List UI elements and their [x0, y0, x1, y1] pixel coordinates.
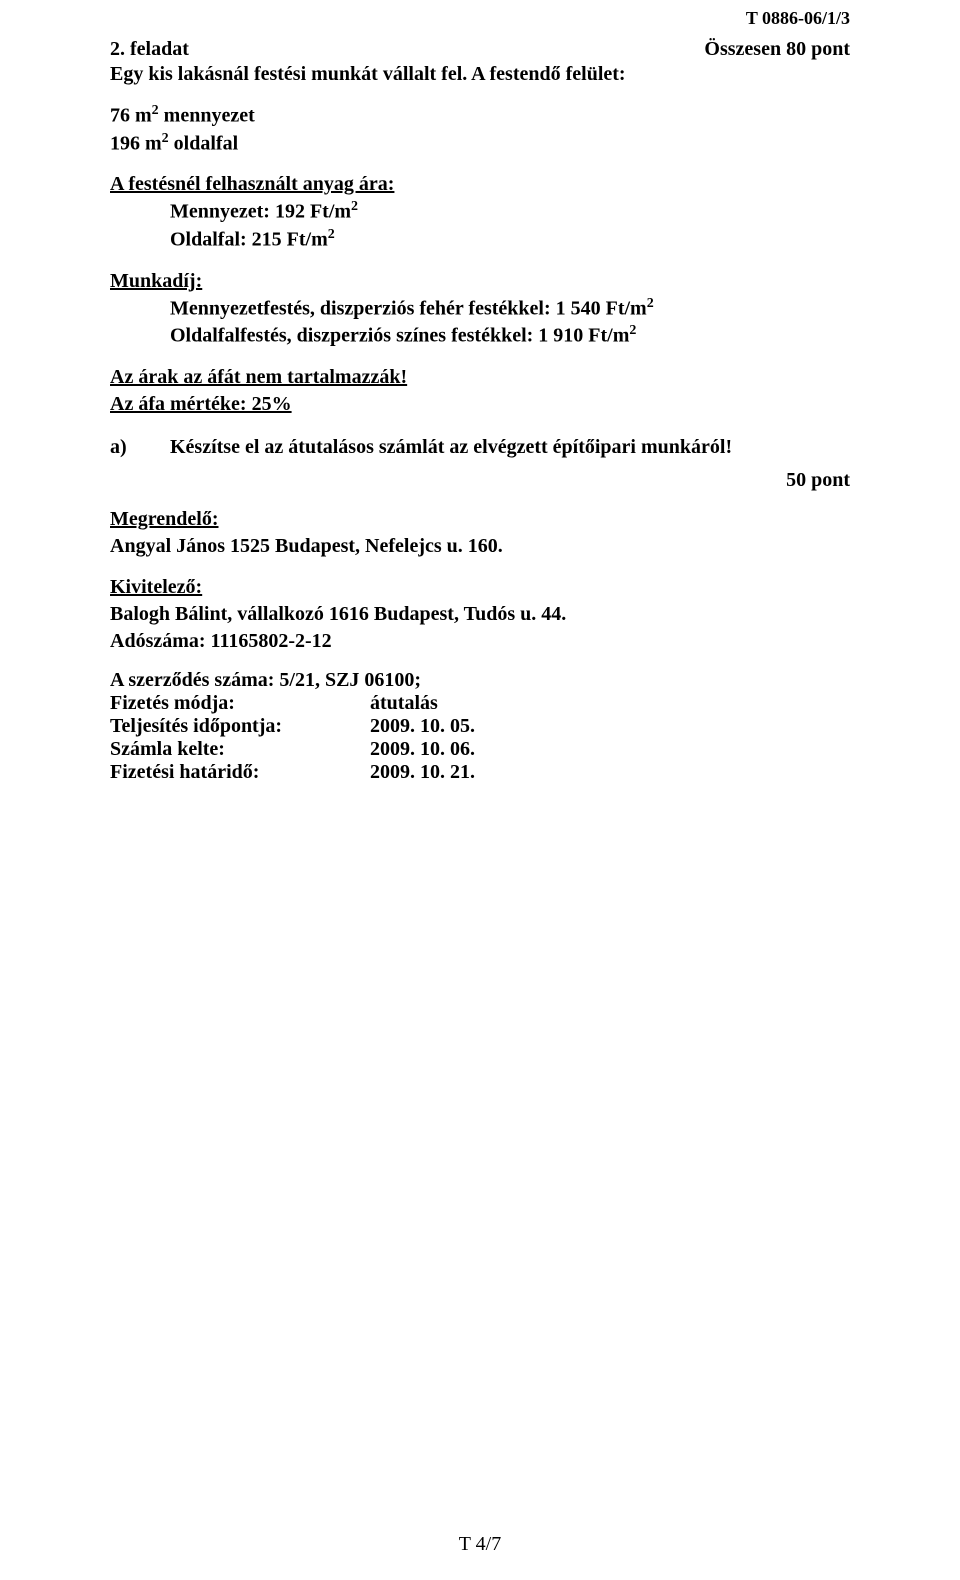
contract-row-3-key: Fizetési határidő: [110, 761, 370, 784]
contract-row-3-val: 2009. 10. 21. [370, 761, 475, 784]
wall-area: 196 m2 oldalfal [110, 130, 850, 158]
material-ceiling: Mennyezet: 192 Ft/m2 [110, 198, 850, 226]
contractor-block: Kivitelező: Balogh Bálint, vállalkozó 16… [110, 574, 850, 655]
labor-wall: Oldalfalfestés, diszperziós színes festé… [110, 322, 850, 350]
contractor-heading: Kivitelező: [110, 574, 850, 601]
subtask-text: Készítse el az átutalásos számlát az elv… [170, 436, 732, 459]
material-block: A festésnél felhasznált anyag ára: Menny… [110, 171, 850, 253]
contract-row-2-key: Számla kelte: [110, 738, 370, 761]
ceiling-area: 76 m2 mennyezet [110, 102, 850, 130]
material-wall: Oldalfal: 215 Ft/m2 [110, 226, 850, 254]
client-line: Angyal János 1525 Budapest, Nefelejcs u.… [110, 533, 850, 560]
ceiling-qty: 76 m [110, 105, 152, 127]
wall-label: oldalfal [169, 132, 238, 154]
ceiling-label: mennyezet [159, 105, 255, 127]
contract-row-2-val: 2009. 10. 06. [370, 738, 475, 761]
client-heading: Megrendelő: [110, 506, 850, 533]
page: T 0886-06/1/3 2. feladat Összesen 80 pon… [0, 0, 960, 1580]
task-number: 2. feladat [110, 38, 189, 61]
task-intro: Egy kis lakásnál festési munkát vállalt … [110, 61, 850, 88]
areas-block: 76 m2 mennyezet 196 m2 oldalfal [110, 102, 850, 157]
contract-row-1-val: 2009. 10. 05. [370, 715, 475, 738]
vat-line1: Az árak az áfát nem tartalmazzák! [110, 364, 850, 391]
labor-block: Munkadíj: Mennyezetfestés, diszperziós f… [110, 268, 850, 350]
material-heading: A festésnél felhasznált anyag ára: [110, 171, 850, 198]
vat-block: Az árak az áfát nem tartalmazzák! Az áfa… [110, 364, 850, 418]
contract-row-1-key: Teljesítés időpontja: [110, 715, 370, 738]
contract-row-0-val: átutalás [370, 692, 438, 715]
contract-row-2: Számla kelte: 2009. 10. 06. [110, 738, 850, 761]
material-wall-text: Oldalfal: 215 Ft/m [170, 229, 328, 251]
doc-code: T 0886-06/1/3 [746, 8, 850, 29]
contract-block: A szerződés száma: 5/21, SZJ 06100; Fize… [110, 669, 850, 784]
material-ceiling-text: Mennyezet: 192 Ft/m [170, 201, 351, 223]
contract-row-1: Teljesítés időpontja: 2009. 10. 05. [110, 715, 850, 738]
labor-heading: Munkadíj: [110, 268, 850, 295]
labor-wall-text: Oldalfalfestés, diszperziós színes festé… [170, 325, 629, 347]
labor-ceiling-text: Mennyezetfestés, diszperziós fehér festé… [170, 297, 647, 319]
task-header-row: 2. feladat Összesen 80 pont [110, 38, 850, 61]
contract-row-3: Fizetési határidő: 2009. 10. 21. [110, 761, 850, 784]
contract-row-0: Fizetés módja: átutalás [110, 692, 850, 715]
task-points: Összesen 80 pont [704, 38, 850, 61]
contractor-line2: Adószáma: 11165802-2-12 [110, 628, 850, 655]
subtask-a: a) Készítse el az átutalásos számlát az … [110, 436, 850, 459]
contractor-line1: Balogh Bálint, vállalkozó 1616 Budapest,… [110, 601, 850, 628]
page-footer: T 4/7 [0, 1533, 960, 1556]
wall-qty: 196 m [110, 132, 162, 154]
subtask-label: a) [110, 436, 170, 459]
contract-row-0-key: Fizetés módja: [110, 692, 370, 715]
contract-number: A szerződés száma: 5/21, SZJ 06100; [110, 669, 850, 692]
vat-line2: Az áfa mértéke: 25% [110, 391, 850, 418]
subtask-points: 50 pont [110, 469, 850, 492]
client-block: Megrendelő: Angyal János 1525 Budapest, … [110, 506, 850, 560]
labor-ceiling: Mennyezetfestés, diszperziós fehér festé… [110, 295, 850, 323]
